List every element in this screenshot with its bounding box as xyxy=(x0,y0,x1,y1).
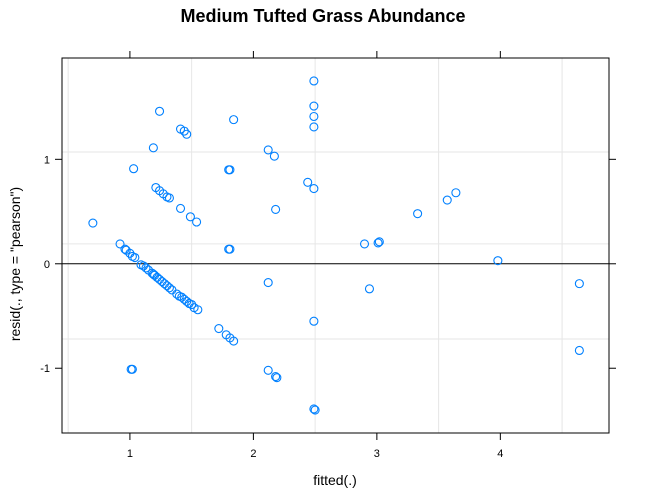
data-point xyxy=(309,404,319,414)
data-point xyxy=(175,203,186,213)
data-point xyxy=(192,217,202,227)
axis-ticks: 1 2 3 4 -1 0 1 xyxy=(40,51,616,460)
data-point xyxy=(129,164,139,174)
data-point xyxy=(309,101,319,111)
data-point xyxy=(154,106,165,116)
data-point xyxy=(164,193,174,203)
data-point xyxy=(154,274,165,284)
data-point xyxy=(162,281,172,291)
data-point xyxy=(141,263,151,273)
data-point xyxy=(130,252,140,263)
data-point xyxy=(185,212,195,222)
data-point xyxy=(303,177,313,187)
data-point xyxy=(214,323,224,334)
data-point xyxy=(442,195,452,205)
x-tick-label: 3 xyxy=(374,448,380,460)
data-point xyxy=(182,296,192,306)
data-point xyxy=(493,256,503,266)
data-point xyxy=(229,115,239,125)
data-point xyxy=(88,218,98,228)
data-point xyxy=(179,126,189,136)
data-point xyxy=(172,289,182,299)
x-tick-label: 2 xyxy=(250,448,256,460)
data-point xyxy=(138,261,149,271)
data-point xyxy=(364,284,375,294)
data-point xyxy=(187,299,197,310)
data-point xyxy=(157,276,167,287)
data-point xyxy=(359,239,370,249)
data-point xyxy=(229,336,239,346)
x-tick-label: 4 xyxy=(497,448,503,460)
chart-title: Medium Tufted Grass Abundance xyxy=(180,6,465,26)
data-point xyxy=(413,209,423,219)
data-point xyxy=(271,372,281,382)
data-point xyxy=(263,145,273,155)
data-point xyxy=(309,122,319,132)
data-point xyxy=(182,129,192,139)
data-point xyxy=(167,285,177,295)
data-point xyxy=(263,365,273,375)
y-tick-label: 0 xyxy=(44,259,50,271)
data-point xyxy=(309,76,319,86)
y-tick-label: -1 xyxy=(40,363,50,375)
data-point xyxy=(272,373,282,383)
grid xyxy=(62,58,609,433)
data-point xyxy=(309,316,319,326)
y-tick-label: 1 xyxy=(44,154,50,166)
data-point xyxy=(225,244,235,254)
x-axis-label: fitted(.) xyxy=(313,472,357,488)
data-point xyxy=(373,238,383,248)
data-point xyxy=(309,111,319,122)
data-point xyxy=(309,184,319,194)
y-axis-label: resid(., type = "pearson") xyxy=(7,187,23,341)
data-point xyxy=(164,283,174,293)
data-point xyxy=(225,165,235,175)
data-point xyxy=(574,345,584,356)
data-point xyxy=(374,237,384,247)
data-point xyxy=(271,204,281,215)
x-tick-label: 1 xyxy=(127,448,133,460)
plot-frame xyxy=(61,57,610,434)
data-point xyxy=(148,143,158,153)
data-point xyxy=(193,305,203,315)
data-point xyxy=(451,188,461,198)
data-point xyxy=(159,279,170,289)
data-point xyxy=(115,239,125,249)
data-point xyxy=(574,279,584,289)
data-point xyxy=(263,278,273,288)
data-point xyxy=(310,405,320,415)
data-points xyxy=(88,76,584,415)
data-point xyxy=(127,364,137,374)
data-point xyxy=(269,151,279,161)
